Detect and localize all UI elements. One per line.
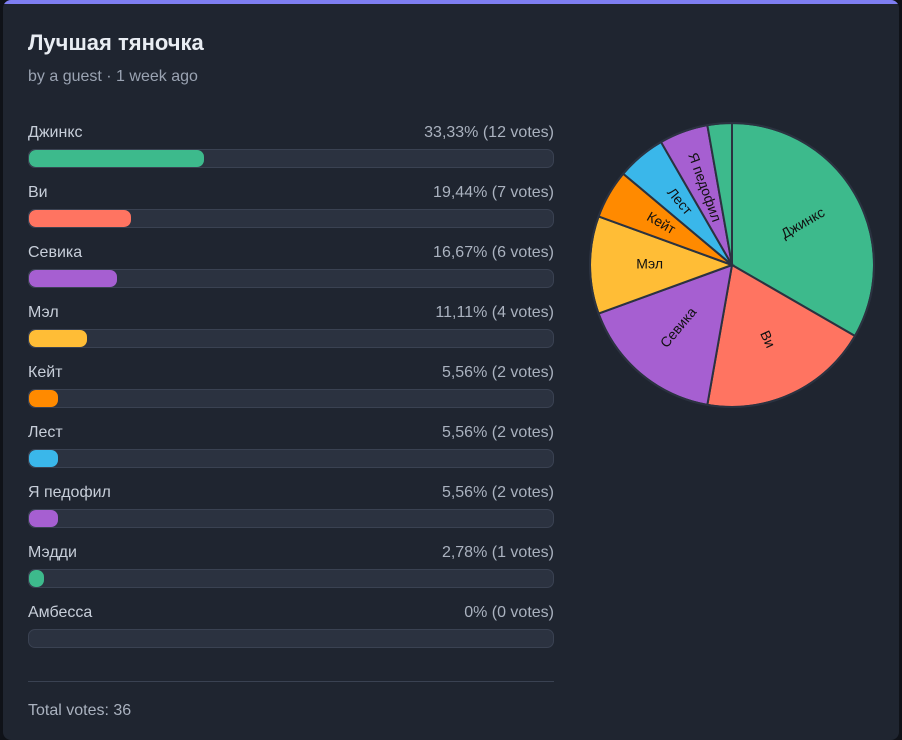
- result-row: Мэл 11,11% (4 votes): [28, 300, 554, 360]
- option-result: 33,33% (12 votes): [424, 124, 554, 141]
- result-row: Я педофил 5,56% (2 votes): [28, 480, 554, 540]
- option-label: Мэл: [28, 304, 59, 321]
- progress-track: [28, 269, 554, 288]
- result-row: Севика 16,67% (6 votes): [28, 240, 554, 300]
- accent-bar: [3, 0, 899, 4]
- progress-track: [28, 509, 554, 528]
- option-result: 5,56% (2 votes): [441, 424, 554, 441]
- option-result: 5,56% (2 votes): [441, 484, 554, 501]
- total-votes: Total votes: 36: [28, 702, 132, 719]
- progress-fill: [29, 390, 59, 407]
- option-label: Мэдди: [28, 544, 77, 561]
- progress-fill: [29, 570, 44, 587]
- result-row: Джинкс 33,33% (12 votes): [28, 120, 554, 180]
- poll-meta: by a guest · 1 week ago: [28, 68, 198, 85]
- progress-fill: [29, 450, 59, 467]
- result-row: Амбесса 0% (0 votes): [28, 600, 554, 660]
- option-label: Я педофил: [28, 484, 111, 501]
- progress-fill: [29, 510, 59, 527]
- option-label: Кейт: [28, 364, 63, 381]
- progress-fill: [29, 210, 132, 227]
- option-label: Амбесса: [28, 604, 93, 621]
- pie-slice-label: Мэл: [636, 256, 663, 272]
- progress-fill: [29, 270, 117, 287]
- pie-chart: Джинкс Ви Севика Мэл Кейт Лест Я педофил: [585, 118, 879, 412]
- option-result: 16,67% (6 votes): [433, 244, 554, 261]
- progress-track: [28, 389, 554, 408]
- results-list: Джинкс 33,33% (12 votes) Ви 19,44% (7 votes…: [28, 120, 554, 660]
- option-label: Севика: [28, 244, 83, 261]
- poll-title: Лучшая тяночка: [28, 30, 204, 55]
- option-result: 11,11% (4 votes): [435, 304, 554, 321]
- progress-track: [28, 629, 554, 648]
- result-row: Мэдди 2,78% (1 votes): [28, 540, 554, 600]
- progress-track: [28, 149, 554, 168]
- progress-fill: [29, 150, 205, 167]
- option-result: 0% (0 votes): [464, 604, 554, 621]
- progress-track: [28, 449, 554, 468]
- option-label: Ви: [28, 184, 48, 201]
- pie-outline: [589, 122, 875, 408]
- option-result: 5,56% (2 votes): [441, 364, 554, 381]
- result-row: Лест 5,56% (2 votes): [28, 420, 554, 480]
- pie-slice-label: Ви: [757, 328, 779, 350]
- progress-track: [28, 329, 554, 348]
- progress-fill: [29, 330, 88, 347]
- divider: [28, 681, 554, 682]
- result-row: Ви 19,44% (7 votes): [28, 180, 554, 240]
- progress-track: [28, 209, 554, 228]
- result-row: Кейт 5,56% (2 votes): [28, 360, 554, 420]
- option-result: 2,78% (1 votes): [441, 544, 554, 561]
- option-result: 19,44% (7 votes): [433, 184, 554, 201]
- option-label: Джинкс: [28, 124, 83, 141]
- option-label: Лест: [28, 424, 63, 441]
- progress-track: [28, 569, 554, 588]
- poll-card: Лучшая тяночка by a guest · 1 week ago Д…: [3, 0, 899, 740]
